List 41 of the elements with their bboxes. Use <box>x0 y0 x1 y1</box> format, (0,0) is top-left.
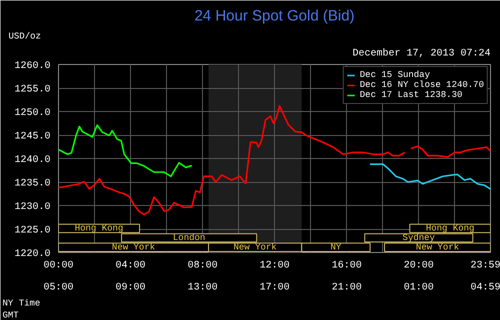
chart-subtitle: December 17, 2013 07:24 <box>352 48 491 60</box>
band-label: London <box>172 232 206 243</box>
band-label: New York <box>112 242 156 252</box>
y-tick-label: 1220.0 <box>14 249 51 260</box>
x2-tick-label: 01:00 <box>404 282 434 294</box>
x-tick-label: 23:59 <box>470 260 500 272</box>
x-tick-label: 04:00 <box>116 260 146 272</box>
band-label: Hong Kong <box>74 223 124 234</box>
x2-tick-label: 13:00 <box>188 282 218 294</box>
x-tick-label: 16:00 <box>332 260 362 272</box>
x2-tick-label: 05:00 <box>44 282 74 294</box>
x2-tick-label: 17:00 <box>260 282 290 294</box>
line-series <box>369 163 490 190</box>
x2-tick-label: 04:59 <box>470 282 500 294</box>
band-label: New York <box>416 242 460 252</box>
y-tick-label: 1240.0 <box>14 155 51 166</box>
legend-label: Dec 15 Sunday <box>360 70 430 80</box>
chart-title: 24 Hour Spot Gold (Bid) <box>194 8 355 24</box>
x-tick-label: 00:00 <box>44 260 74 272</box>
band-label: Sydney <box>402 232 436 243</box>
x2-tick-label: 09:00 <box>116 282 146 294</box>
y-axis-title: USD/oz <box>8 32 41 42</box>
legend-label: Dec 16 NY close 1240.70 <box>360 80 484 90</box>
legend-label: Dec 17 Last 1238.30 <box>360 90 462 100</box>
x-tick-label: 12:00 <box>260 260 290 272</box>
y-tick-label: 1255.0 <box>14 84 51 96</box>
x-tick-label: 08:00 <box>188 260 218 272</box>
y-tick-label: 1225.0 <box>14 226 51 236</box>
text: GMT <box>2 310 20 320</box>
text: NY Time <box>2 298 40 308</box>
band-label: New York <box>234 242 277 252</box>
y-tick-label: 1230.0 <box>14 202 51 213</box>
band-label: Hong Kong <box>426 223 474 234</box>
y-tick-label: 1245.0 <box>14 132 51 142</box>
line-series <box>58 124 193 178</box>
y-tick-label: 1260.0 <box>14 61 51 72</box>
x2-tick-label: 21:00 <box>332 282 362 294</box>
y-tick-label: 1250.0 <box>14 108 51 119</box>
band-label: NY <box>330 242 342 252</box>
x-tick-label: 20:00 <box>404 260 434 272</box>
y-tick-label: 1235.0 <box>14 178 51 190</box>
